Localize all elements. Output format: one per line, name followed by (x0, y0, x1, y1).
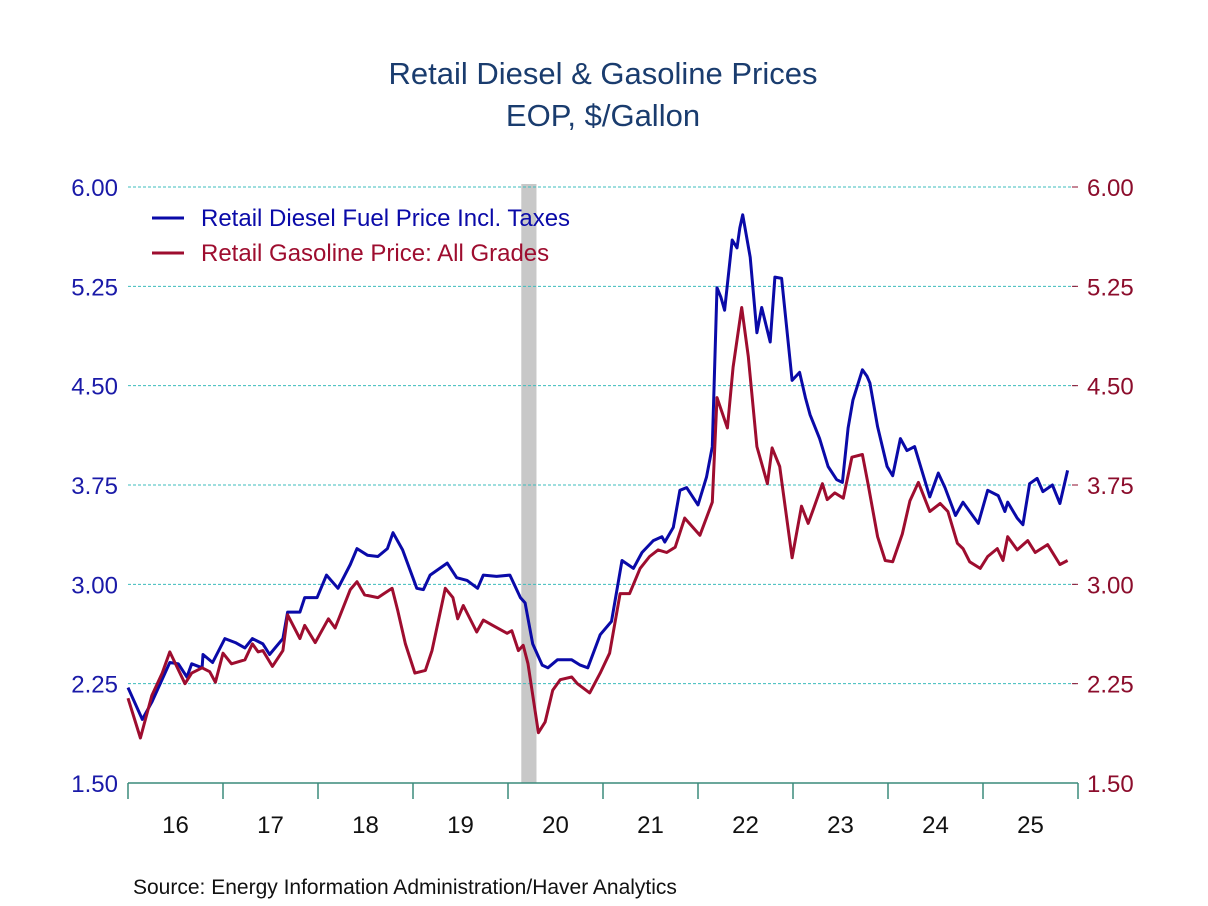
legend: Retail Diesel Fuel Price Incl. Taxes Ret… (152, 205, 570, 267)
x-tick-label: 24 (922, 812, 949, 839)
y-tick-label-right: 3.00 (1087, 572, 1134, 599)
legend-label-gasoline: Retail Gasoline Price: All Grades (201, 240, 549, 267)
chart-subtitle: EOP, $/Gallon (506, 98, 700, 133)
recession-shading (521, 184, 537, 783)
x-tick-label: 25 (1017, 812, 1044, 839)
y-tick-label-right: 6.00 (1087, 175, 1134, 202)
y-tick-label-left: 4.50 (71, 374, 118, 401)
y-tick-label-right: 4.50 (1087, 374, 1134, 401)
x-tick-label: 22 (732, 812, 759, 839)
x-tick-label: 17 (257, 812, 284, 839)
series-lines (126, 213, 1070, 740)
y-tick-label-left: 3.00 (71, 572, 118, 599)
x-tick-label: 20 (542, 812, 569, 839)
y-tick-label-right: 5.25 (1087, 274, 1134, 301)
y-tick-label-left: 5.25 (71, 274, 118, 301)
chart-title: Retail Diesel & Gasoline Prices (388, 56, 817, 91)
y-tick-label-right: 3.75 (1087, 473, 1134, 500)
recession-bar (521, 184, 537, 783)
x-tick-label: 19 (447, 812, 474, 839)
y-tick-label-right: 1.50 (1087, 771, 1134, 798)
source-note: Source: Energy Information Administratio… (133, 876, 677, 899)
x-tick-label: 16 (162, 812, 189, 839)
y-tick-label-right: 2.25 (1087, 672, 1134, 699)
legend-label-diesel: Retail Diesel Fuel Price Incl. Taxes (201, 205, 570, 232)
y-tick-label-left: 3.75 (71, 473, 118, 500)
x-tick-label: 18 (352, 812, 379, 839)
y-tick-label-left: 2.25 (71, 672, 118, 699)
y-tick-label-left: 1.50 (71, 771, 118, 798)
axes: 1.50 1.50 2.25 2.25 3.00 3.00 3.75 3.75 4.50 4.50… (71, 175, 1133, 839)
x-tick-label: 23 (827, 812, 854, 839)
series-line-diesel (126, 213, 1070, 721)
x-tick-label: 21 (637, 812, 664, 839)
series-line-gasoline (126, 306, 1069, 740)
y-tick-label-left: 6.00 (71, 175, 118, 202)
